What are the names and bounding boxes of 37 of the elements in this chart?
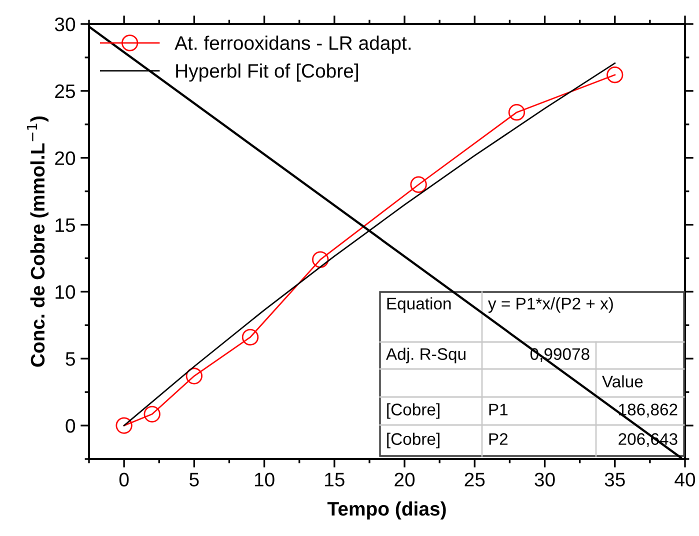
point (508, 104, 526, 121)
annotation: Value (602, 375, 643, 388)
x-tick-label: 10 (254, 472, 274, 486)
y-tick-label: 25 (55, 84, 75, 98)
legend-label: At. ferrooxidans - LR adapt. (174, 36, 411, 54)
annotation: 186,862 (619, 404, 678, 418)
point (186, 368, 203, 384)
annotation: y = P1*x/(P2 + x) (488, 297, 613, 313)
y-tick-label: 15 (56, 218, 75, 232)
x-tick-label: 0 (119, 472, 129, 486)
y-tick-label: 10 (56, 285, 76, 299)
point (242, 328, 259, 346)
y-tick-label: 0 (66, 419, 76, 433)
annotation: P1 (489, 404, 508, 416)
annotation: [Cobre] (387, 432, 440, 448)
annotation: P2 (489, 433, 508, 445)
y-tick-label: 5 (66, 352, 75, 366)
annotation: Adj. R-Squ (386, 348, 466, 364)
y-axis-title: Conc. de Cobre (mmol.L$^{−1}$) (27, 116, 48, 367)
x-tick-label: 5 (190, 472, 199, 486)
point (410, 176, 427, 193)
legend-label: Hyperbl Fit of [Cobre] (176, 64, 358, 82)
x-tick-label: 30 (534, 472, 555, 486)
x-tick-label: 20 (394, 472, 415, 486)
point (606, 66, 624, 84)
y-tick-label: 20 (55, 151, 76, 166)
x-tick-label: 40 (674, 472, 696, 486)
annotation: [Cobre] (387, 403, 440, 419)
point (116, 417, 132, 434)
point (312, 251, 329, 268)
x-axis-title: Tempo (dias) (327, 501, 446, 520)
annotation: Equation (387, 297, 451, 313)
x-tick-label: 15 (325, 472, 344, 486)
point (144, 406, 160, 422)
y-tick-label: 30 (54, 17, 76, 32)
x-tick-label: 35 (604, 472, 625, 486)
x-tick-label: 25 (464, 472, 485, 486)
